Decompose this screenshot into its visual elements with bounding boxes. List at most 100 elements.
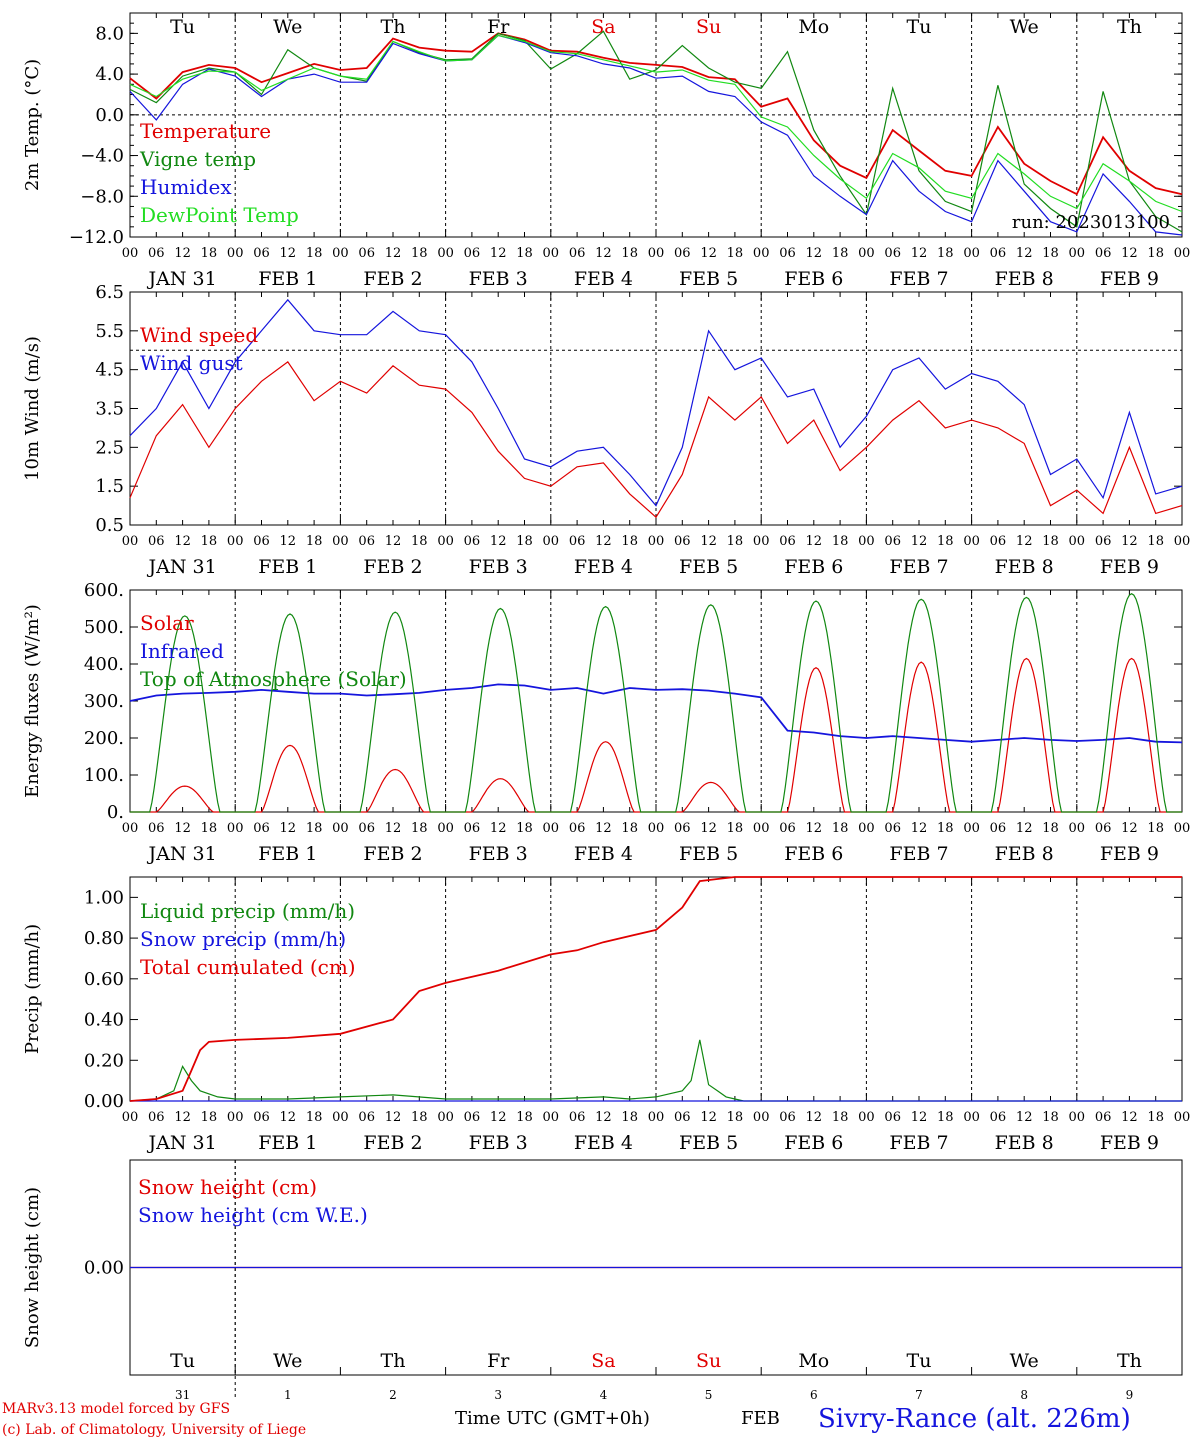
day-number: 8 [1020,1388,1028,1402]
hour-tick-label: 00 [543,821,560,836]
hour-tick-label: 12 [911,534,928,549]
series-line [129,298,1183,507]
hour-tick-label: 06 [148,1110,165,1125]
hour-tick-label: 06 [674,821,691,836]
date-label: FEB 5 [679,268,738,290]
y-tick-label: 400. [84,654,124,675]
hour-tick-label: 18 [621,534,638,549]
hour-tick-label: 18 [516,246,533,261]
hour-tick-label: 18 [1147,246,1164,261]
meteogram-panels: 8.0 4.0 0.0 −4.0 −8.0 −12.0 2m Temp. (°C) Tempe… [22,12,1191,1402]
hour-tick-label: 18 [306,1110,323,1125]
hour-tick-label: 18 [306,534,323,549]
date-label: FEB 9 [1100,268,1159,290]
date-label: FEB 7 [889,843,948,865]
hour-tick-label: 00 [858,534,875,549]
hour-tick-label: 06 [990,1110,1007,1125]
date-label: FEB 3 [469,843,528,865]
date-label: FEB 3 [469,268,528,290]
hour-tick-label: 06 [884,1110,901,1125]
hour-tick-label: 12 [174,246,191,261]
hour-tick-label: 12 [490,534,507,549]
hour-tick-label: 12 [1016,821,1033,836]
hour-tick-label: 12 [1121,246,1138,261]
y-tick-label: 500. [84,617,124,638]
date-label: FEB 2 [363,1132,422,1154]
credit-line-1: MARv3.13 model forced by GFS [2,1401,230,1417]
day-name: Sa [591,16,615,38]
y-tick-label: 1.5 [95,476,124,497]
date-label: FEB 7 [889,556,948,578]
hour-tick-label: 18 [1147,821,1164,836]
hour-tick-label: 00 [437,246,454,261]
day-name: Tu [170,1350,195,1372]
legend-entry: Snow precip (mm/h) [140,927,346,951]
hour-tick-label: 00 [122,246,139,261]
hour-tick-label: 00 [753,821,770,836]
date-label: FEB 6 [784,1132,843,1154]
hour-tick-label: 00 [227,1110,244,1125]
date-label: JAN 31 [147,843,217,865]
day-name: Su [696,1350,721,1372]
hour-tick-label: 00 [1174,821,1191,836]
hour-tick-label: 06 [464,821,481,836]
date-label: FEB 6 [784,843,843,865]
hour-tick-label: 18 [516,534,533,549]
hour-tick-label: 12 [1016,246,1033,261]
legend-entry: Infrared [140,639,224,663]
date-label: FEB 4 [574,268,633,290]
hour-tick-label: 18 [201,1110,218,1125]
hour-tick-label: 18 [832,534,849,549]
date-label: FEB 8 [995,556,1054,578]
hour-tick-label: 12 [595,821,612,836]
series-line [129,32,1183,196]
y-tick-label: 2.5 [95,437,124,458]
hour-tick-label: 06 [569,1110,586,1125]
hour-tick-label: 06 [779,246,796,261]
hour-tick-label: 00 [332,1110,349,1125]
y-tick-label: 4.0 [95,64,124,85]
panel-2: 6.5 5.5 4.5 3.5 2.5 1.5 0.5 10m Wind (m/s) Wind … [22,282,1190,578]
date-label: FEB 9 [1100,556,1159,578]
hour-tick-label: 00 [753,1110,770,1125]
date-label: JAN 31 [147,556,217,578]
x-axis-label: Time UTC (GMT+0h) [455,1408,650,1429]
date-label: FEB 2 [363,268,422,290]
hour-tick-label: 06 [148,821,165,836]
hour-tick-label: 12 [174,534,191,549]
date-label: FEB 3 [469,556,528,578]
y-tick-label: 0.20 [84,1050,124,1071]
legend-entry: Total cumulated (cm) [140,955,356,979]
y-tick-label: −4.0 [80,146,124,167]
y-axis-label: 10m Wind (m/s) [22,336,43,481]
hour-tick-label: 06 [1095,1110,1112,1125]
hour-tick-label: 18 [411,534,428,549]
hour-tick-label: 06 [1095,821,1112,836]
day-number: 5 [705,1388,713,1402]
hour-tick-label: 18 [201,246,218,261]
date-label: FEB 8 [995,268,1054,290]
hour-tick-label: 12 [174,1110,191,1125]
day-name: Mo [798,1350,829,1372]
hour-tick-label: 00 [753,246,770,261]
hour-tick-label: 06 [464,534,481,549]
y-tick-label: 0.60 [84,969,124,990]
hour-tick-label: 00 [963,1110,980,1125]
hour-tick-label: 12 [385,534,402,549]
date-label: FEB 7 [889,1132,948,1154]
hour-tick-label: 06 [569,534,586,549]
hour-tick-label: 06 [148,246,165,261]
day-name: Tu [170,16,195,38]
hour-tick-label: 12 [490,1110,507,1125]
hour-tick-label: 00 [963,821,980,836]
y-tick-label: 0.80 [84,928,124,949]
hour-tick-label: 12 [385,821,402,836]
hour-tick-label: 12 [595,246,612,261]
hour-tick-label: 12 [1016,534,1033,549]
y-tick-label: 0.00 [84,1091,124,1112]
hour-tick-label: 00 [648,246,665,261]
day-number: 2 [389,1388,397,1402]
day-number: 6 [810,1388,818,1402]
date-label: FEB 4 [574,556,633,578]
hour-tick-label: 00 [437,821,454,836]
